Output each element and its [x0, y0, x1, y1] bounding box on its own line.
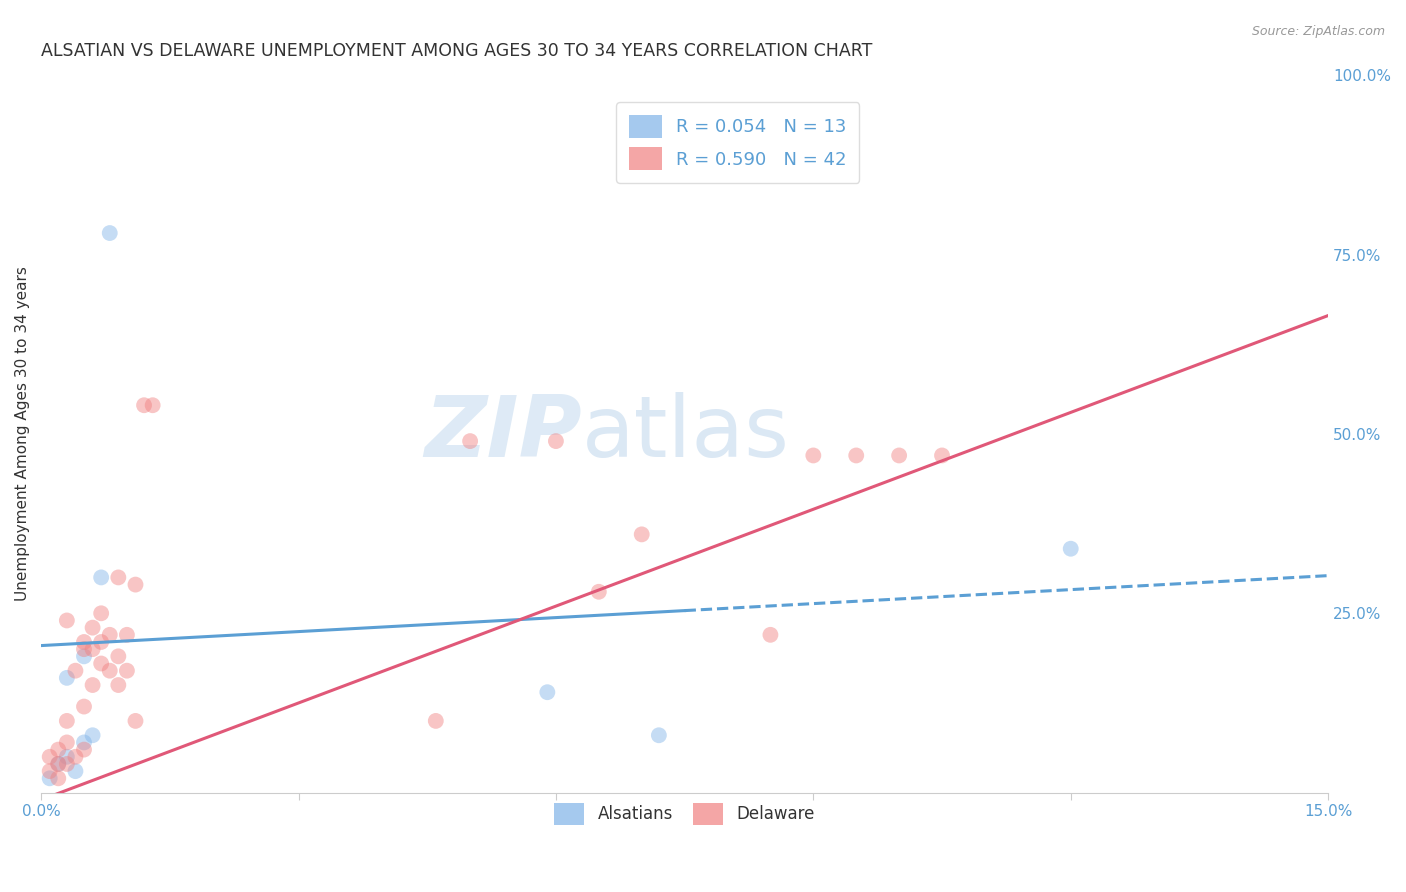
Point — [648, 728, 671, 742]
Point — [801, 449, 824, 463]
Point — [73, 642, 96, 657]
Point — [65, 749, 87, 764]
Point — [887, 449, 910, 463]
Point — [90, 635, 112, 649]
Point — [458, 434, 481, 449]
Point — [98, 664, 121, 678]
Text: ALSATIAN VS DELAWARE UNEMPLOYMENT AMONG AGES 30 TO 34 YEARS CORRELATION CHART: ALSATIAN VS DELAWARE UNEMPLOYMENT AMONG … — [41, 42, 873, 60]
Point — [124, 714, 146, 728]
Point — [82, 621, 104, 635]
Point — [107, 649, 129, 664]
Point — [38, 749, 60, 764]
Point — [82, 728, 104, 742]
Text: atlas: atlas — [582, 392, 790, 475]
Point — [425, 714, 447, 728]
Point — [38, 772, 60, 786]
Point — [98, 226, 121, 240]
Point — [107, 678, 129, 692]
Point — [56, 735, 79, 749]
Point — [124, 577, 146, 591]
Point — [56, 756, 79, 771]
Point — [56, 614, 79, 628]
Point — [759, 628, 782, 642]
Point — [90, 607, 112, 621]
Point — [82, 678, 104, 692]
Point — [73, 735, 96, 749]
Text: ZIP: ZIP — [425, 392, 582, 475]
Point — [107, 570, 129, 584]
Point — [544, 434, 567, 449]
Point — [588, 584, 610, 599]
Point — [46, 756, 69, 771]
Point — [46, 742, 69, 756]
Point — [38, 764, 60, 778]
Point — [142, 398, 165, 412]
Point — [98, 628, 121, 642]
Point — [56, 671, 79, 685]
Point — [1060, 541, 1083, 556]
Point — [46, 772, 69, 786]
Point — [845, 449, 868, 463]
Point — [73, 699, 96, 714]
Point — [65, 764, 87, 778]
Point — [90, 657, 112, 671]
Point — [115, 628, 138, 642]
Point — [115, 664, 138, 678]
Y-axis label: Unemployment Among Ages 30 to 34 years: Unemployment Among Ages 30 to 34 years — [15, 267, 30, 601]
Point — [90, 570, 112, 584]
Point — [46, 756, 69, 771]
Text: Source: ZipAtlas.com: Source: ZipAtlas.com — [1251, 25, 1385, 38]
Point — [132, 398, 155, 412]
Point — [931, 449, 953, 463]
Point — [536, 685, 558, 699]
Point — [630, 527, 652, 541]
Point — [73, 649, 96, 664]
Point — [65, 664, 87, 678]
Point — [56, 714, 79, 728]
Point — [82, 642, 104, 657]
Legend: Alsatians, Delaware: Alsatians, Delaware — [544, 793, 825, 835]
Point — [56, 749, 79, 764]
Point — [73, 742, 96, 756]
Point — [73, 635, 96, 649]
